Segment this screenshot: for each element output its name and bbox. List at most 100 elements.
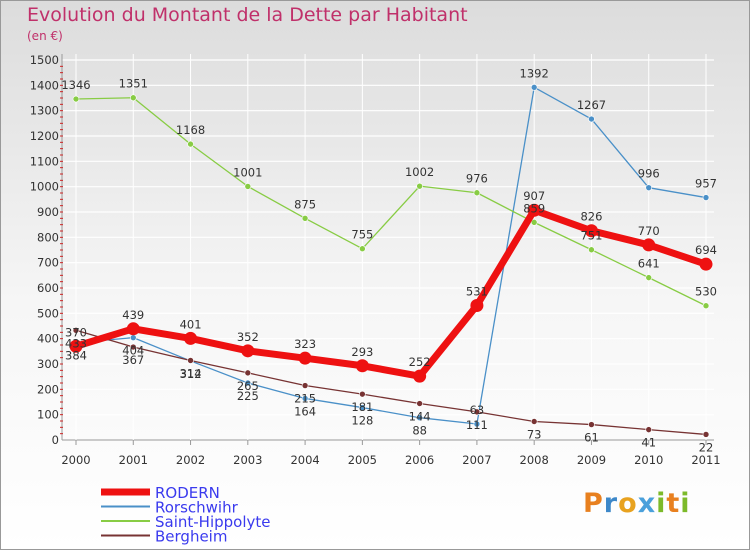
x-tick-label-2010: 2010 bbox=[634, 453, 663, 467]
data-point-RODERN-2001 bbox=[126, 322, 140, 336]
data-point-Bergheim-2005 bbox=[359, 390, 366, 398]
data-point-Rorschwihr-2011 bbox=[702, 194, 710, 201]
x-tick-label-2004: 2004 bbox=[290, 453, 319, 467]
data-label-RODERN-2011: 694 bbox=[695, 243, 717, 257]
data-point-Rorschwihr-2001 bbox=[129, 334, 137, 341]
legend-label-RODERN: RODERN bbox=[155, 484, 220, 502]
data-label-Bergheim-2004: 215 bbox=[294, 392, 316, 406]
y-tick-label-0: 0 bbox=[52, 433, 59, 447]
data-point-RODERN-2005 bbox=[355, 359, 369, 373]
data-label-Saint-Hippolyte-2003: 1001 bbox=[233, 165, 262, 179]
data-label-Rorschwihr-2008: 1392 bbox=[520, 66, 549, 80]
data-point-Bergheim-2004 bbox=[301, 382, 309, 389]
data-point-RODERN-2011 bbox=[699, 257, 713, 271]
y-tick-label-100: 100 bbox=[37, 408, 59, 422]
data-label-RODERN-2006: 252 bbox=[409, 355, 431, 369]
data-point-RODERN-2003 bbox=[241, 344, 255, 358]
chart-subtitle: (en €) bbox=[27, 29, 63, 43]
y-tick-label-200: 200 bbox=[37, 382, 59, 396]
legend-label-Saint-Hippolyte: Saint-Hippolyte bbox=[155, 513, 271, 531]
data-label-Rorschwihr-2001: 404 bbox=[122, 344, 144, 358]
y-tick-label-300: 300 bbox=[37, 357, 59, 371]
data-point-Saint-Hippolyte-2003 bbox=[244, 183, 252, 190]
data-point-Bergheim-2002 bbox=[187, 357, 194, 364]
data-label-Bergheim-2009: 61 bbox=[584, 431, 599, 445]
data-label-RODERN-2000: 370 bbox=[65, 325, 87, 339]
data-label-Bergheim-2010: 41 bbox=[641, 436, 656, 450]
data-label-RODERN-2003: 352 bbox=[237, 330, 259, 344]
data-label-RODERN-2001: 439 bbox=[122, 308, 144, 322]
data-point-Rorschwihr-2010 bbox=[645, 184, 653, 191]
data-label-RODERN-2004: 323 bbox=[294, 337, 316, 351]
data-point-RODERN-2007 bbox=[470, 298, 484, 312]
data-point-RODERN-2000 bbox=[69, 339, 83, 353]
data-label-Saint-Hippolyte-2010: 641 bbox=[638, 257, 660, 271]
data-point-Saint-Hippolyte-2009 bbox=[588, 246, 595, 254]
chart-title: Evolution du Montant de la Dette par Hab… bbox=[27, 4, 468, 26]
data-label-Saint-Hippolyte-2011: 530 bbox=[695, 285, 717, 299]
data-label-Bergheim-2008: 73 bbox=[527, 428, 542, 442]
data-label-Bergheim-2005: 181 bbox=[351, 400, 373, 414]
data-label-Rorschwihr-2009: 1267 bbox=[577, 98, 606, 112]
data-point-Rorschwihr-2003 bbox=[244, 379, 252, 387]
data-label-Bergheim-2003: 265 bbox=[237, 379, 259, 393]
data-point-Saint-Hippolyte-2005 bbox=[359, 245, 366, 253]
data-label-Saint-Hippolyte-2001: 1351 bbox=[119, 77, 148, 91]
series-line-RODERN bbox=[72, 206, 710, 380]
data-label-Saint-Hippolyte-2005: 755 bbox=[351, 228, 373, 242]
data-label-Rorschwihr-2006: 88 bbox=[412, 424, 427, 438]
data-label-Rorschwihr-2002: 312 bbox=[180, 367, 202, 381]
data-point-Saint-Hippolyte-2008 bbox=[530, 219, 538, 226]
data-point-Saint-Hippolyte-2004 bbox=[301, 215, 309, 222]
data-label-Bergheim-2000: 433 bbox=[65, 336, 87, 350]
x-tick-label-2002: 2002 bbox=[176, 453, 205, 467]
data-point-RODERN-2010 bbox=[642, 238, 656, 252]
x-tick-label-2001: 2001 bbox=[119, 453, 148, 467]
y-tick-label-1100: 1100 bbox=[30, 154, 59, 168]
data-label-Saint-Hippolyte-2002: 1168 bbox=[176, 123, 205, 137]
x-tick-label-2007: 2007 bbox=[462, 453, 491, 467]
x-tick-label-2003: 2003 bbox=[233, 453, 262, 467]
y-tick-label-800: 800 bbox=[37, 230, 59, 244]
data-label-RODERN-2008: 907 bbox=[523, 189, 545, 203]
series-line-Bergheim bbox=[75, 329, 707, 436]
data-label-Bergheim-2002: 314 bbox=[180, 366, 202, 380]
data-point-RODERN-2008 bbox=[527, 203, 541, 217]
data-label-Bergheim-2001: 367 bbox=[122, 353, 144, 367]
data-point-Saint-Hippolyte-2000 bbox=[72, 95, 80, 103]
data-label-RODERN-2002: 401 bbox=[180, 317, 202, 331]
data-label-Rorschwihr-2011: 957 bbox=[695, 177, 717, 191]
data-label-RODERN-2007: 531 bbox=[466, 284, 488, 298]
proxiti-logo: Proxiti bbox=[583, 488, 691, 519]
data-point-RODERN-2006 bbox=[413, 369, 427, 383]
data-point-Bergheim-2000 bbox=[72, 327, 80, 334]
data-point-Rorschwihr-2004 bbox=[301, 395, 309, 402]
data-label-Rorschwihr-2000: 384 bbox=[65, 349, 87, 363]
y-tick-label-1000: 1000 bbox=[30, 180, 59, 194]
y-tick-label-700: 700 bbox=[37, 256, 59, 270]
data-label-Bergheim-2007: 111 bbox=[466, 418, 488, 432]
data-point-Rorschwihr-2009 bbox=[588, 115, 595, 123]
data-label-Rorschwihr-2010: 996 bbox=[638, 167, 660, 181]
data-point-Bergheim-2001 bbox=[129, 343, 137, 351]
data-label-RODERN-2009: 826 bbox=[580, 210, 602, 224]
data-point-Saint-Hippolyte-2002 bbox=[187, 140, 194, 148]
data-point-Bergheim-2003 bbox=[244, 369, 252, 377]
legend-label-Rorschwihr: Rorschwihr bbox=[155, 499, 239, 517]
data-point-Rorschwihr-2005 bbox=[359, 404, 366, 411]
series-line-Rorschwihr bbox=[75, 86, 707, 425]
data-point-Bergheim-2009 bbox=[588, 421, 595, 428]
y-tick-label-1300: 1300 bbox=[30, 104, 59, 118]
data-label-Saint-Hippolyte-2007: 976 bbox=[466, 172, 488, 186]
x-tick-label-2005: 2005 bbox=[348, 453, 377, 467]
data-label-Saint-Hippolyte-2004: 875 bbox=[294, 197, 316, 211]
data-label-Rorschwihr-2007: 63 bbox=[470, 403, 485, 417]
x-tick-label-2000: 2000 bbox=[61, 453, 90, 467]
data-label-Saint-Hippolyte-2009: 751 bbox=[580, 229, 602, 243]
data-point-Saint-Hippolyte-2011 bbox=[702, 302, 710, 310]
data-point-Bergheim-2007 bbox=[473, 408, 481, 416]
y-tick-label-400: 400 bbox=[37, 332, 59, 346]
y-tick-label-500: 500 bbox=[37, 306, 59, 320]
data-point-Bergheim-2011 bbox=[702, 431, 710, 438]
